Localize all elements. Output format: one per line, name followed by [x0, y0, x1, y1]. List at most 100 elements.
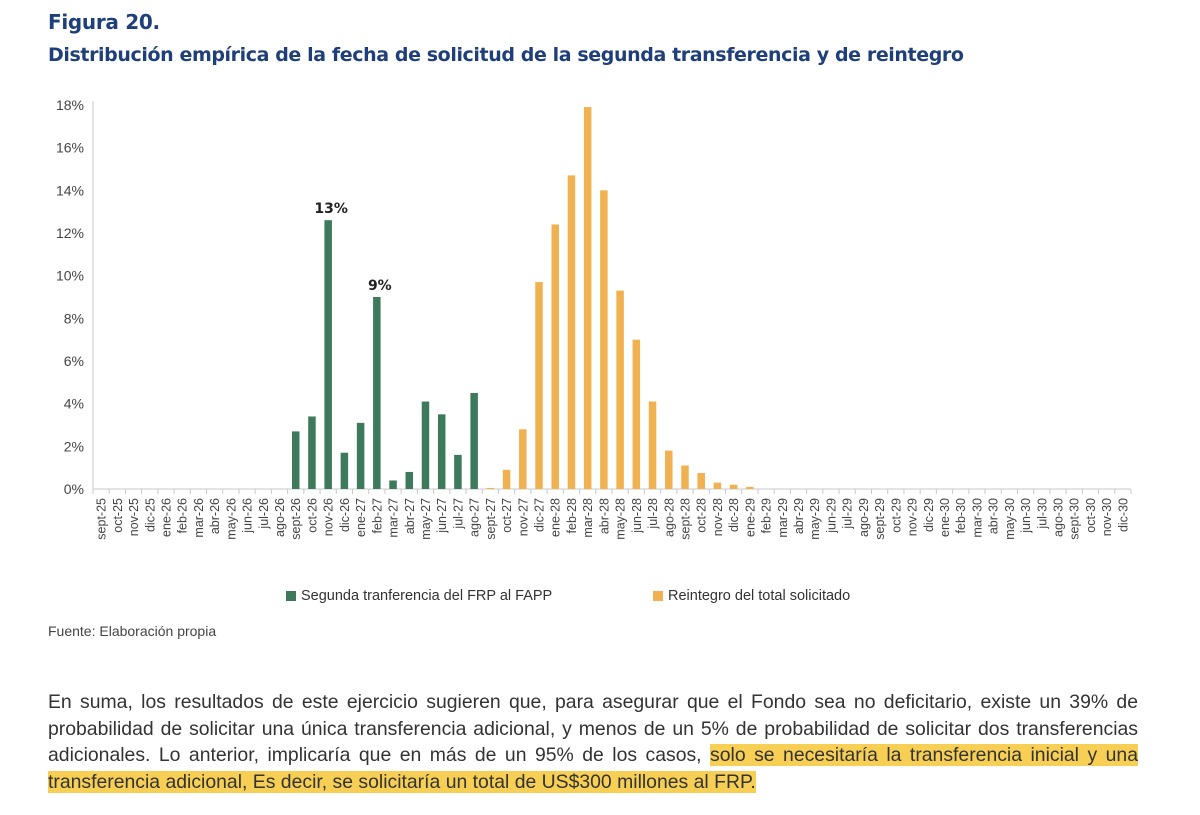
bar-segunda-transferencia-may-27 — [421, 401, 430, 489]
bar-reintegro-feb-28 — [567, 175, 576, 489]
bar-reintegro-sept-27 — [486, 487, 495, 489]
y-tick-label: 0% — [64, 481, 84, 497]
x-tick-label: jun-28 — [630, 498, 644, 534]
x-tick-label: mar-29 — [776, 498, 790, 538]
x-tick-label: nov-29 — [906, 498, 920, 536]
x-tick-label: oct-26 — [305, 498, 319, 533]
body-paragraph: En suma, los resultados de este ejercici… — [48, 689, 1138, 795]
x-tick-label: sept-25 — [95, 498, 109, 540]
x-tick-label: nov-26 — [322, 498, 336, 536]
x-tick-label: feb-26 — [176, 498, 190, 533]
x-tick-label: mar-26 — [192, 498, 206, 538]
x-tick-label: dic-25 — [143, 498, 157, 532]
legend-swatch-green — [286, 591, 296, 601]
bar-reintegro-mar-28 — [583, 107, 592, 489]
legend-label-reintegro: Reintegro del total solicitado — [668, 588, 851, 604]
legend-item-segunda-transferencia: Segunda tranferencia del FRP al FAPP — [286, 588, 552, 604]
x-tick-label: abr-28 — [597, 498, 611, 534]
x-tick-label: ago-30 — [1052, 498, 1066, 537]
figure-label: Figura 20. — [48, 10, 160, 34]
x-tick-label: abr-26 — [208, 498, 222, 534]
x-tick-label: jul-27 — [451, 498, 465, 530]
x-tick-label: nov-25 — [127, 498, 141, 536]
x-tick-label: ene-29 — [743, 498, 757, 537]
x-tick-label: sept-28 — [678, 498, 692, 540]
bar-reintegro-oct-27 — [502, 469, 511, 489]
bar-reintegro-dic-27 — [535, 282, 543, 489]
x-tick-label: feb-29 — [760, 498, 774, 533]
bar-reintegro-jun-28 — [632, 339, 641, 489]
x-tick-label: ene-26 — [159, 498, 173, 537]
y-tick-label: 18% — [56, 97, 84, 113]
x-tick-label: sept-29 — [873, 498, 887, 540]
bar-reintegro-may-28 — [616, 290, 624, 489]
x-tick-label: oct-29 — [889, 498, 903, 533]
legend-label-segunda-transferencia: Segunda tranferencia del FRP al FAPP — [301, 588, 553, 604]
y-tick-label: 10% — [56, 268, 84, 284]
x-tick-label: oct-28 — [695, 498, 709, 533]
x-tick-label: ago-28 — [662, 498, 676, 537]
x-tick-label: sept-27 — [484, 498, 498, 540]
x-tick-label: abr-30 — [987, 498, 1001, 534]
x-tick-label: ene-30 — [938, 498, 952, 537]
bar-segunda-transferencia-abr-27 — [405, 471, 414, 489]
bar-reintegro-oct-28 — [697, 473, 705, 489]
x-tick-label: nov-27 — [516, 498, 530, 536]
x-tick-label: dic-28 — [727, 498, 741, 532]
y-tick-label: 2% — [64, 438, 84, 454]
bar-segunda-transferencia-ene-27 — [356, 422, 365, 489]
bar-reintegro-ene-28 — [551, 224, 559, 489]
x-tick-label: nov-28 — [711, 498, 725, 536]
x-tick-label: abr-27 — [403, 498, 417, 534]
x-tick-label: may-26 — [224, 498, 238, 540]
x-tick-label: dic-27 — [533, 498, 547, 532]
y-tick-label: 8% — [64, 310, 84, 326]
x-tick-label: dic-30 — [1116, 498, 1130, 532]
bar-segunda-transferencia-jul-27 — [454, 454, 462, 489]
x-tick-label: jun-27 — [435, 498, 449, 534]
y-tick-label: 16% — [56, 140, 84, 156]
x-tick-label: mar-30 — [970, 498, 984, 538]
bar-reintegro-ago-28 — [665, 450, 673, 489]
x-tick-label: feb-30 — [954, 498, 968, 533]
bar-segunda-transferencia-oct-26 — [308, 416, 316, 489]
legend-item-reintegro: Reintegro del total solicitado — [653, 588, 850, 604]
x-tick-label: jun-30 — [1019, 498, 1033, 534]
x-tick-label: oct-30 — [1084, 498, 1098, 533]
x-tick-label: may-29 — [808, 498, 822, 540]
bar-reintegro-jul-28 — [648, 401, 657, 489]
bar-reintegro-ene-29 — [746, 486, 754, 489]
bar-reintegro-dic-28 — [729, 484, 738, 489]
paragraph-text: En suma, los resultados de este ejercici… — [48, 691, 1138, 766]
bar-chart: 0%2%4%6%8%10%12%14%16%18%sept-25 oct-25 no… — [56, 97, 1132, 540]
bar-reintegro-sept-28 — [681, 465, 689, 489]
source-note: Fuente: Elaboración propia — [48, 623, 217, 639]
bar-reintegro-abr-28 — [600, 190, 608, 490]
x-tick-label: ago-29 — [857, 498, 871, 537]
x-tick-label: feb-27 — [370, 498, 384, 533]
x-tick-label: ene-27 — [354, 498, 368, 537]
x-tick-label: dic-29 — [922, 498, 936, 532]
bar-segunda-transferencia-jun-27 — [437, 414, 446, 489]
x-tick-label: ene-28 — [549, 498, 563, 537]
x-tick-label: dic-26 — [338, 498, 352, 532]
y-tick-label: 6% — [64, 353, 84, 369]
x-tick-label: sept-26 — [289, 498, 303, 540]
x-tick-label: may-30 — [1003, 498, 1017, 540]
bar-segunda-transferencia-nov-26 — [324, 220, 332, 489]
bar-reintegro-nov-27 — [519, 429, 527, 489]
x-tick-label: ago-27 — [468, 498, 482, 537]
data-label: 9% — [368, 278, 392, 294]
x-tick-label: nov-30 — [1100, 498, 1114, 536]
x-tick-label: mar-28 — [581, 498, 595, 538]
figure-title: Distribución empírica de la fecha de sol… — [48, 44, 964, 66]
legend-swatch-orange — [653, 591, 663, 601]
bar-segunda-transferencia-dic-26 — [340, 452, 349, 489]
data-label: 13% — [314, 201, 348, 217]
x-tick-label: jun-29 — [824, 498, 838, 534]
bar-reintegro-nov-28 — [713, 482, 722, 489]
x-tick-label: oct-27 — [500, 498, 514, 533]
x-tick-label: sept-30 — [1068, 498, 1082, 540]
x-tick-label: ago-26 — [273, 498, 287, 537]
x-tick-label: oct-25 — [111, 498, 125, 533]
